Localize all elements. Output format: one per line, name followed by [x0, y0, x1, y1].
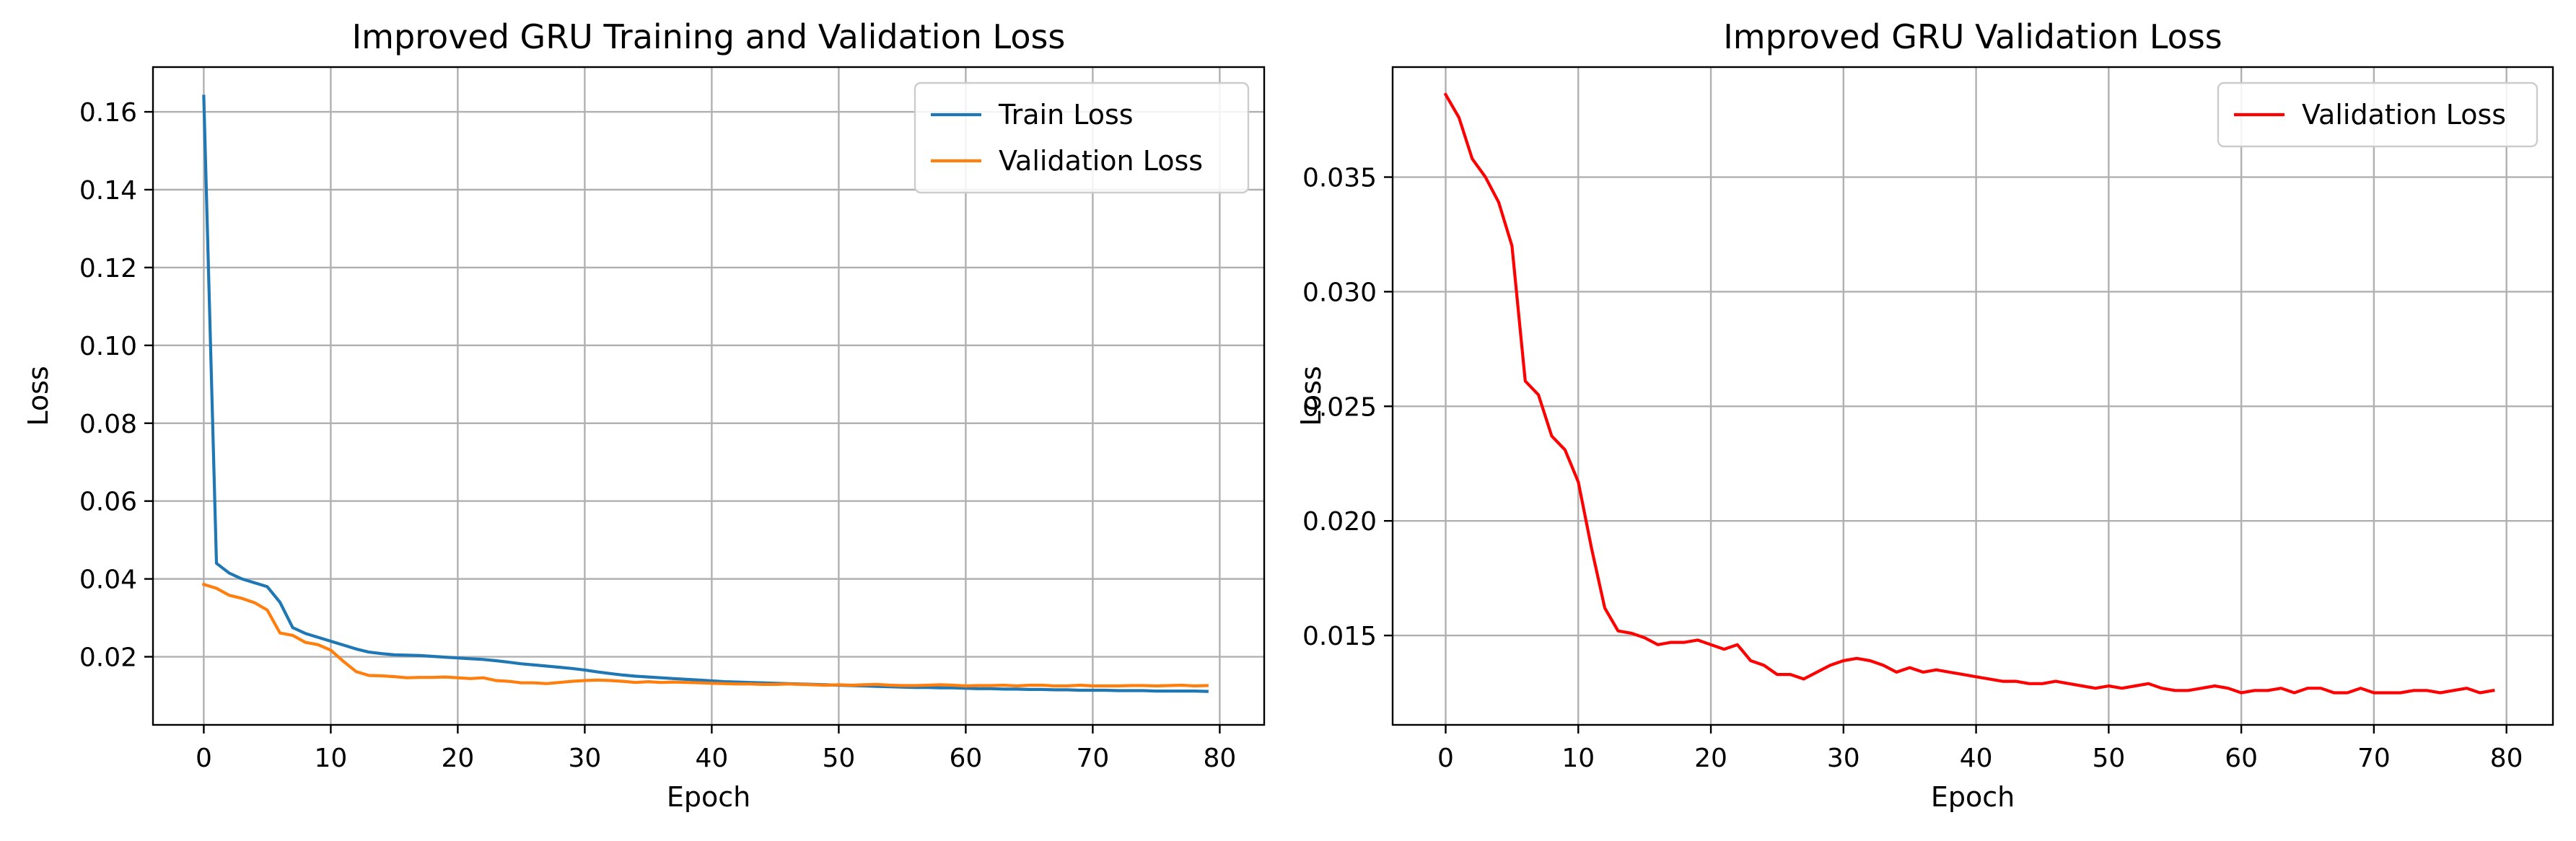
y-tick-label: 0.015 [1302, 622, 1377, 651]
plot-frame [152, 66, 1266, 726]
chart-2: 0 10 20 30 40 50 60 70 80 0.015 0.020 0.025 0.030 0.0… [1295, 17, 2554, 813]
series-line-train-loss [202, 94, 1209, 693]
x-tick-label: 60 [2225, 744, 2258, 773]
x-axis-label: Epoch [667, 781, 750, 813]
chart-1: 0 10 20 30 40 50 60 70 80 0.02 0.04 0.06 0.08 0.10 0.1… [22, 17, 1266, 813]
x-tick-label: 40 [1960, 744, 1993, 773]
x-tick-label: 70 [1076, 744, 1109, 773]
chart-title: Improved GRU Training and Validation Los… [352, 17, 1066, 56]
legend-entry: Validation Loss [999, 145, 1203, 177]
chart-title: Improved GRU Validation Loss [1723, 17, 2222, 56]
y-tick-label: 0.035 [1302, 164, 1377, 193]
y-tick-label: 0.16 [79, 98, 137, 128]
legend: Validation Loss [2217, 82, 2538, 148]
x-tick-label: 30 [568, 744, 601, 773]
x-tick-label: 20 [1694, 744, 1727, 773]
x-axis-label: Epoch [1931, 781, 2015, 813]
x-tick-label: 70 [2357, 744, 2391, 773]
y-tick-label: 0.04 [79, 565, 137, 595]
y-axis-label: Loss [1295, 366, 1327, 426]
x-tick-label: 10 [1561, 744, 1595, 773]
x-tick-label: 10 [314, 744, 347, 773]
x-tick-label: 0 [1437, 744, 1454, 773]
x-tick-label: 20 [441, 744, 474, 773]
series-line-validation-loss [201, 582, 1209, 688]
y-tick-label: 0.12 [79, 254, 137, 283]
legend-entry: Validation Loss [2302, 99, 2506, 131]
y-tick-label: 0.06 [79, 488, 137, 517]
y-tick-label: 0.030 [1302, 278, 1377, 307]
y-tick-label: 0.02 [79, 643, 137, 673]
y-tick-label: 0.020 [1302, 507, 1377, 537]
y-tick-label: 0.025 [1302, 392, 1377, 422]
x-tick-label: 40 [695, 744, 728, 773]
x-tick-label: 50 [822, 744, 855, 773]
x-tick-label: 0 [196, 744, 212, 773]
y-tick-label: 0.10 [79, 332, 137, 361]
x-tick-label: 30 [1827, 744, 1860, 773]
y-tick-label: 0.14 [79, 176, 137, 206]
x-tick-label: 80 [2490, 744, 2523, 773]
legend-box [2217, 82, 2538, 148]
x-tick-label: 60 [949, 744, 982, 773]
plot-frame [1391, 66, 2554, 726]
series-line-validation-loss [1443, 92, 2495, 695]
x-tick-label: 80 [1203, 744, 1236, 773]
legend-box [914, 82, 1250, 194]
y-tick-label: 0.08 [79, 410, 137, 439]
x-tick-label: 50 [2092, 744, 2125, 773]
y-axis-label: Loss [22, 366, 54, 426]
legend: Train Loss Validation Loss [914, 82, 1250, 194]
legend-entry: Train Loss [998, 99, 1134, 131]
